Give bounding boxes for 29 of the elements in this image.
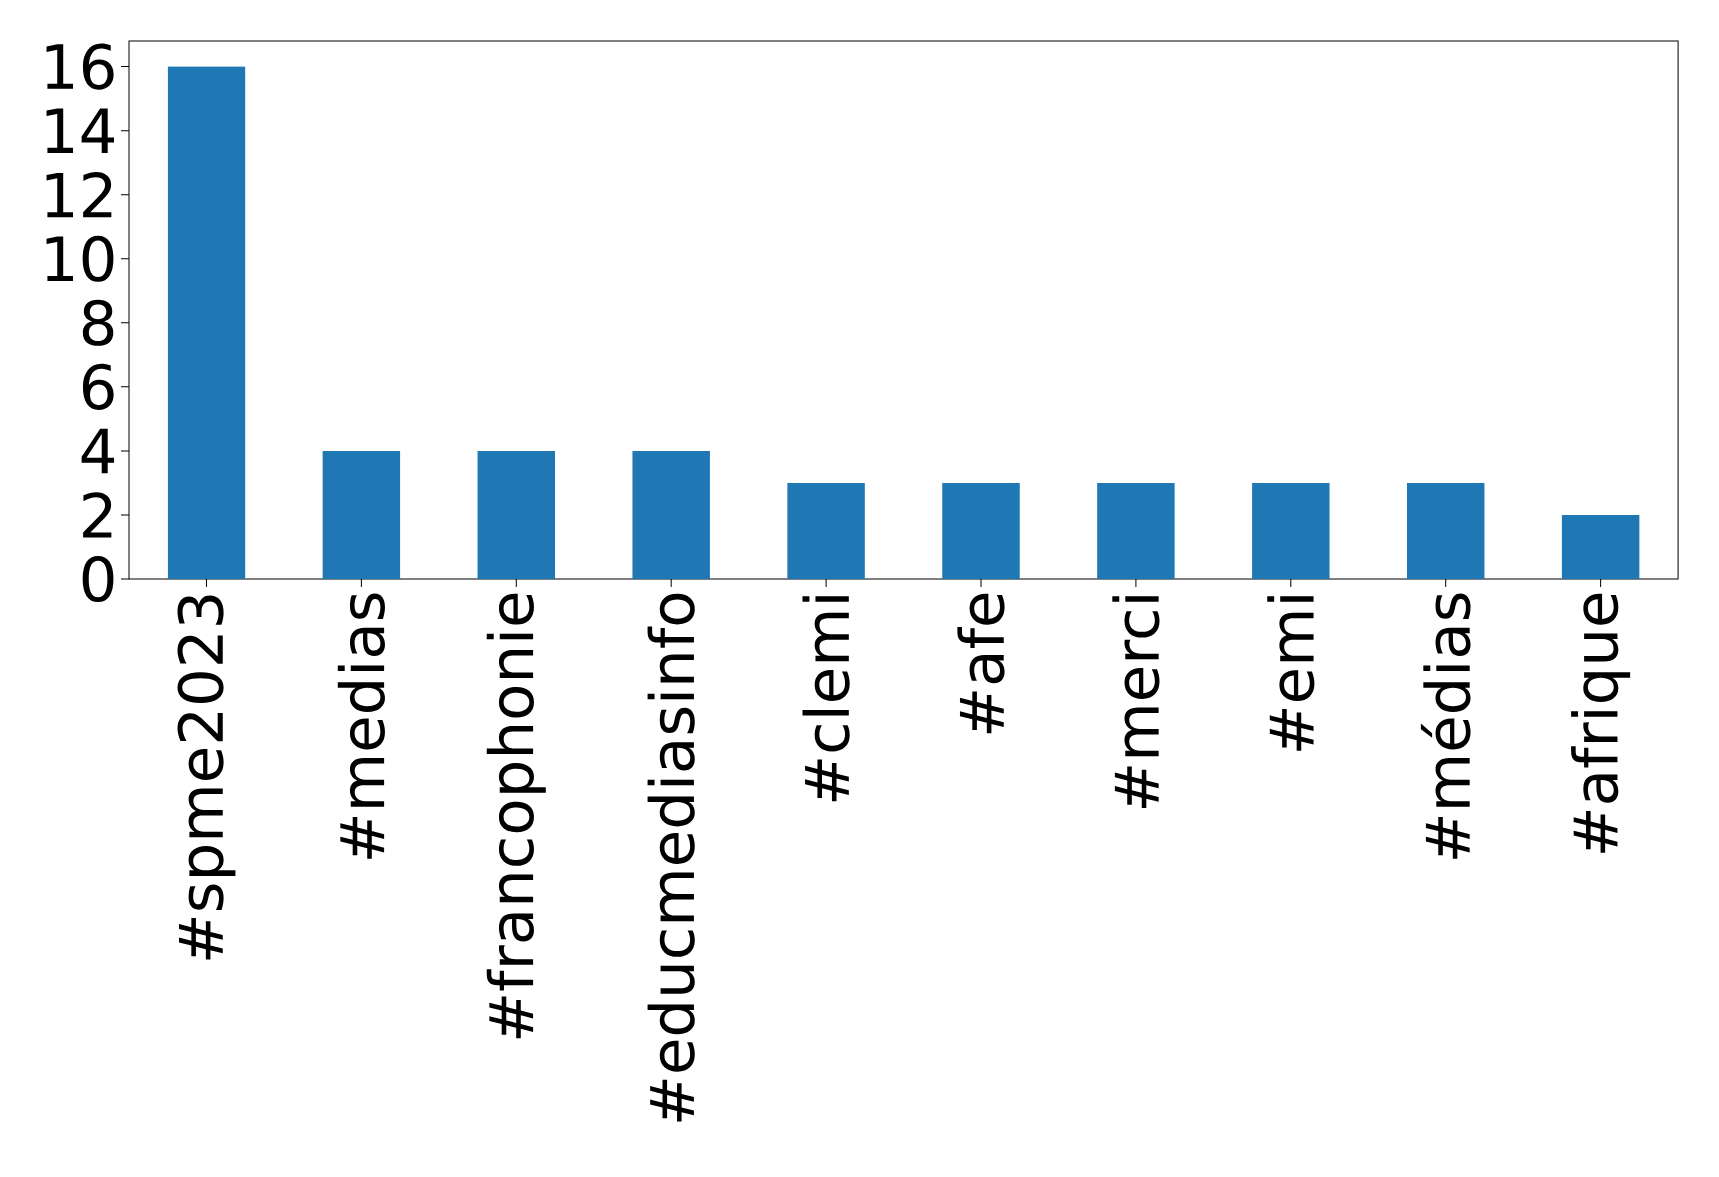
x-tick-label: #merci [1112, 596, 1160, 809]
x-tick-label: #afe [957, 593, 1005, 734]
x-tick-label: #clemi [802, 596, 850, 802]
bar [1407, 482, 1485, 579]
x-tick-label: #emi [1267, 596, 1315, 751]
x-tick-label: #educmediasinfo [647, 593, 695, 1122]
y-tick-label: 14 [46, 108, 115, 153]
x-tick-label: #spme2023 [177, 595, 236, 960]
x-tick-label: #francophonie [486, 593, 546, 1039]
y-tick-label: 8 [82, 299, 114, 346]
y-tick-label: 4 [81, 428, 115, 474]
y-tick-label: 2 [83, 492, 112, 538]
bar [167, 66, 246, 579]
bar [787, 482, 865, 579]
y-tick-label: 16 [46, 43, 114, 90]
bar [1097, 482, 1175, 579]
bar [477, 450, 556, 579]
bar [632, 450, 710, 579]
y-tick-label: 10 [46, 235, 114, 282]
y-tick-label: 6 [82, 363, 114, 410]
y-tick-label: 12 [46, 172, 112, 218]
bar [322, 450, 401, 579]
bar [1561, 514, 1640, 579]
bar [942, 482, 1020, 579]
bar [1252, 482, 1330, 579]
x-tick-label: #médias [1420, 593, 1471, 859]
x-tick-label: #medias [337, 593, 385, 859]
y-tick-label: 0 [82, 555, 114, 603]
x-tick-label: #afrique [1571, 593, 1631, 853]
